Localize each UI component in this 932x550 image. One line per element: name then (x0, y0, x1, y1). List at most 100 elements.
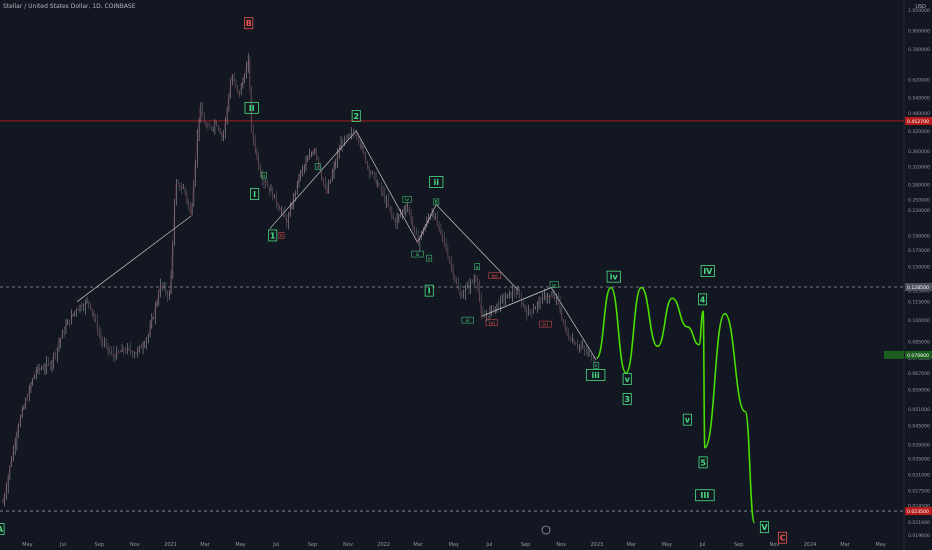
wave-label-small: iv (405, 197, 409, 203)
wave-label: III (700, 491, 709, 500)
y-tick-label: 0.035000 (908, 457, 930, 463)
watermark-icon (541, 525, 551, 535)
wave-trendline (269, 130, 357, 229)
wave-label-box (698, 456, 708, 469)
y-tick-label: 1.050000 (908, 8, 930, 14)
x-tick-label: Jul (59, 542, 66, 548)
wave-label: B (246, 19, 252, 28)
wave-label-small: (c) (542, 322, 548, 328)
y-tick-label: 0.019600 (908, 533, 930, 539)
currency-label: USD (915, 4, 926, 10)
x-tick-label: May (875, 542, 885, 548)
wave-label-small: iii (416, 252, 420, 258)
wave-label-box (682, 413, 692, 426)
wave-label: II (249, 104, 255, 113)
price-tag-bg (905, 116, 932, 125)
price-tag: 0.128500 (907, 285, 929, 291)
wave-trendline (355, 130, 418, 243)
y-tick-label: 0.620000 (908, 77, 930, 83)
wave-label: v (685, 416, 691, 425)
price-tag-bg (905, 507, 932, 516)
wave-label-box (429, 176, 444, 188)
y-tick-label: 0.021600 (908, 520, 930, 526)
x-tick-label: Sep (308, 542, 317, 548)
wave-label: iv (610, 273, 619, 282)
wave-trendline (435, 204, 519, 291)
y-tick-label: 0.170000 (908, 248, 930, 254)
wave-label-box (622, 393, 632, 405)
wave-label: ii (433, 178, 439, 187)
x-tick-label: Nov (769, 542, 779, 548)
wave-label-box (244, 17, 254, 30)
x-tick-label: May (235, 542, 245, 548)
wave-trendline (550, 287, 597, 360)
wave-label: IV (703, 267, 713, 276)
wave-label-box (314, 163, 321, 170)
wave-label-small: v (595, 364, 598, 369)
wave-label-box (244, 101, 259, 114)
wave-label-box (261, 171, 267, 179)
x-tick-label: Mar (200, 542, 210, 548)
y-tick-label: 0.125000 (908, 289, 930, 295)
y-tick-label: 0.480000 (908, 111, 930, 117)
wave-label: C (780, 534, 786, 543)
x-tick-label: 2022 (377, 542, 390, 548)
wave-label-box (351, 110, 361, 122)
x-tick-label: 2023 (590, 542, 603, 548)
y-tick-label: 0.031000 (908, 473, 930, 479)
wave-label: 5 (700, 458, 706, 467)
wave-trendline (76, 215, 192, 302)
wave-label: iii (592, 371, 600, 380)
wave-label-box (488, 272, 501, 279)
price-tag-bg (905, 283, 932, 292)
wave-label-box (695, 489, 715, 502)
wave-label: I (428, 287, 431, 296)
wave-label-small: a (263, 174, 266, 179)
price-tag-bg (905, 350, 932, 359)
wave-label: 4 (700, 295, 706, 304)
wave-label-box (250, 188, 260, 200)
x-tick-label: Sep (734, 542, 743, 548)
wave-label: v (625, 375, 631, 384)
x-tick-label: Mar (840, 542, 850, 548)
wave-label-box (461, 316, 474, 324)
wave-label-small: c (316, 165, 319, 170)
y-tick-label: 0.230000 (908, 208, 930, 214)
wave-label-small: (b) (491, 274, 498, 280)
wave-label: 2 (353, 112, 359, 121)
x-tick-label: Jul (272, 542, 279, 548)
y-tick-label: 0.900000 (908, 28, 930, 34)
wave-label-small: a (476, 265, 479, 270)
wave-label-box (778, 531, 788, 544)
y-tick-label: 0.320000 (908, 165, 930, 171)
x-tick-label: Nov (130, 542, 140, 548)
x-tick-label: Sep (95, 542, 104, 548)
x-tick-label: Mar (413, 542, 423, 548)
wave-label-box (424, 284, 434, 297)
wave-label-box (539, 320, 552, 328)
wave-label-small: (a) (489, 321, 496, 327)
wave-label: V (761, 523, 768, 532)
y-tick-label: 0.100000 (908, 318, 930, 324)
y-tick-label: 0.051000 (908, 407, 930, 413)
wave-label-box (622, 373, 632, 385)
y-tick-label: 0.115000 (908, 300, 930, 306)
x-tick-label: Jul (485, 542, 492, 548)
y-tick-label: 0.024500 (908, 504, 930, 510)
history-price-line (2, 59, 597, 503)
wave-label-box (433, 198, 440, 206)
wave-label-box (0, 523, 5, 535)
y-tick-label: 0.067000 (908, 371, 930, 377)
x-tick-label: May (662, 542, 672, 548)
wave-label: 1 (270, 231, 276, 240)
y-tick-label: 0.250000 (908, 197, 930, 203)
wave-label-box (485, 319, 498, 327)
current-price-tag (884, 350, 904, 359)
wave-label: I (253, 190, 256, 199)
y-tick-label: 0.420000 (908, 129, 930, 135)
x-tick-label: May (22, 542, 32, 548)
y-tick-label: 0.150000 (908, 265, 930, 271)
price-tag: 0.023500 (907, 509, 929, 515)
wave-label: A (0, 525, 4, 534)
